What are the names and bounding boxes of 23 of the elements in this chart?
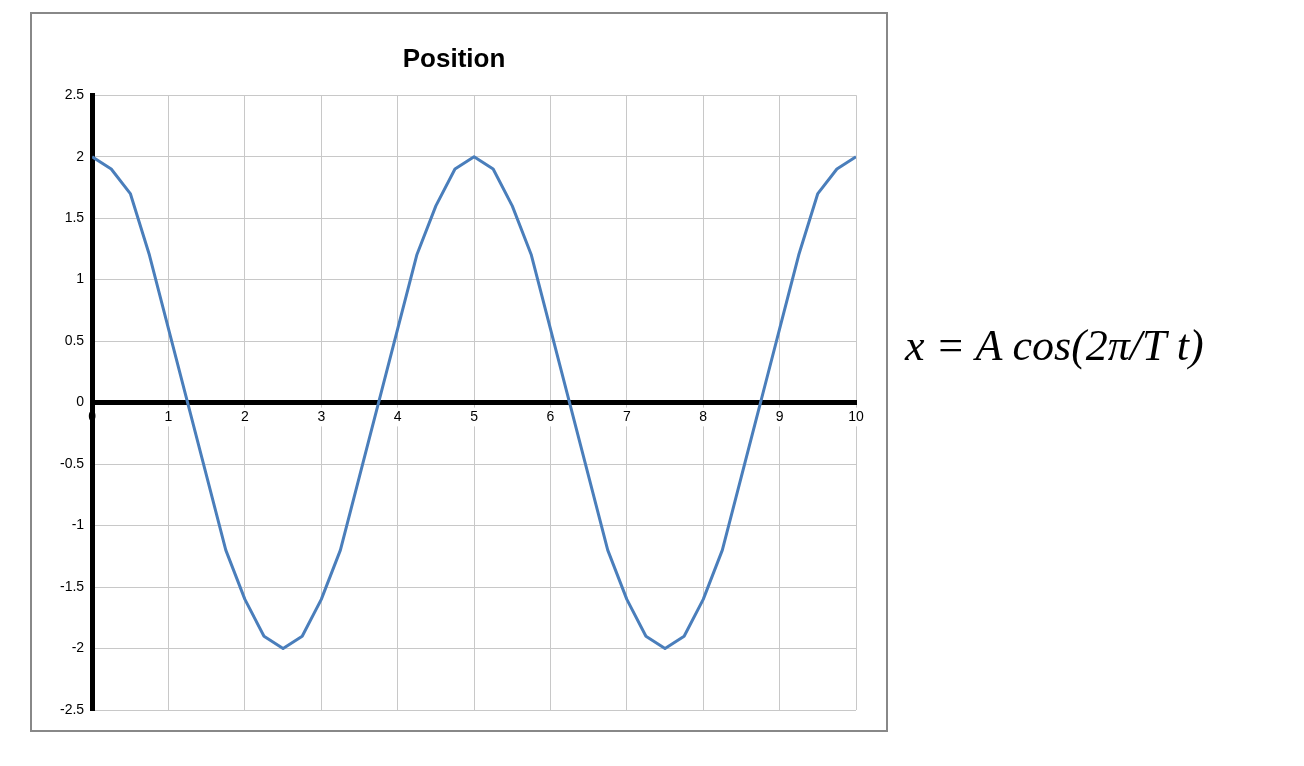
y-tick-label: -0.5 bbox=[60, 454, 85, 471]
y-tick-label: 2 bbox=[76, 147, 85, 164]
chart-title: Position bbox=[402, 42, 506, 73]
x-tick-label: 10 bbox=[848, 407, 864, 424]
y-tick-label: -2 bbox=[71, 639, 85, 656]
x-tick-label: 2 bbox=[241, 407, 249, 424]
x-tick-label: 7 bbox=[622, 407, 631, 424]
y-tick-label: -2.5 bbox=[60, 700, 85, 717]
y-tick-label: -1 bbox=[71, 516, 85, 533]
x-tick-label: 6 bbox=[546, 407, 555, 424]
x-tick-label: 9 bbox=[775, 407, 784, 424]
x-tick-label: 4 bbox=[393, 407, 402, 424]
y-tick-label: 0.5 bbox=[64, 331, 85, 348]
y-tick-label: 1 bbox=[76, 270, 85, 287]
y-tick-label: 1.5 bbox=[64, 209, 85, 226]
y-tick-label: 0 bbox=[76, 393, 85, 410]
text: x = A cos(2π/T t) bbox=[905, 320, 1205, 371]
y-tick-label: -1.5 bbox=[60, 577, 85, 594]
x-tick-label: 1 bbox=[164, 407, 173, 424]
x-tick-label: 5 bbox=[470, 407, 479, 424]
x-tick-label: 8 bbox=[699, 407, 708, 424]
x-tick-label: 3 bbox=[317, 407, 326, 424]
y-tick-label: 2.5 bbox=[64, 86, 85, 103]
